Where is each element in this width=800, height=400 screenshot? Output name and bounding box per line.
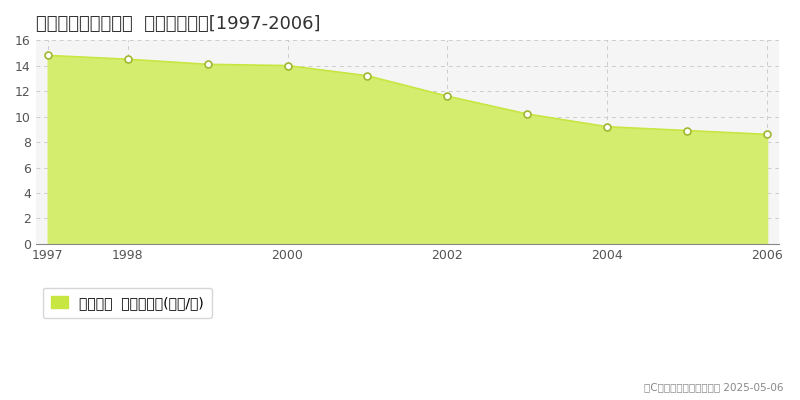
Point — [601, 124, 614, 130]
Text: （C）土地価格ドットコム 2025-05-06: （C）土地価格ドットコム 2025-05-06 — [645, 382, 784, 392]
Point — [521, 111, 534, 117]
Point — [441, 93, 454, 99]
Point — [281, 62, 294, 69]
Point — [361, 72, 374, 79]
Text: 生駒郡三郷町勢野東  基準地価推移[1997-2006]: 生駒郡三郷町勢野東 基準地価推移[1997-2006] — [36, 15, 320, 33]
Legend: 基準地価  平均坪単価(万円/坪): 基準地価 平均坪単価(万円/坪) — [42, 288, 212, 318]
Point — [201, 61, 214, 68]
Point — [42, 52, 54, 58]
Point — [122, 56, 134, 62]
Point — [681, 127, 694, 134]
Point — [761, 131, 774, 138]
